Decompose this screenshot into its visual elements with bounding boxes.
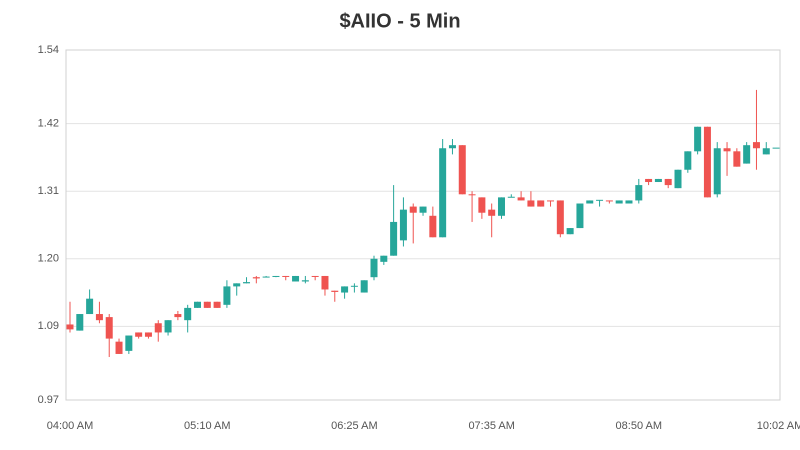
candle-body bbox=[76, 314, 84, 331]
candle-body bbox=[615, 200, 623, 204]
candle-body bbox=[537, 200, 545, 207]
candle-body bbox=[468, 194, 476, 196]
candle-body bbox=[625, 200, 633, 204]
x-tick-label: 08:50 AM bbox=[616, 420, 662, 432]
candle-body bbox=[350, 285, 358, 287]
candle-body bbox=[654, 178, 662, 183]
candle-body bbox=[86, 298, 94, 315]
candle-body bbox=[527, 200, 535, 207]
candle-body bbox=[311, 275, 319, 277]
candle-body bbox=[478, 197, 486, 213]
x-tick-label: 05:10 AM bbox=[184, 420, 230, 432]
candle-body bbox=[664, 178, 672, 186]
candle-body bbox=[399, 209, 407, 241]
candle-body bbox=[547, 200, 555, 202]
candle-body bbox=[507, 196, 515, 198]
candle-body bbox=[703, 126, 711, 198]
candle-body bbox=[409, 206, 417, 213]
candle-body bbox=[458, 145, 466, 195]
candle-body bbox=[713, 148, 721, 195]
candle-body bbox=[66, 324, 74, 330]
y-tick-label: 1.20 bbox=[38, 253, 59, 265]
candle-body bbox=[233, 283, 241, 287]
candle-body bbox=[605, 200, 613, 202]
candle-body bbox=[360, 280, 368, 293]
candle-body bbox=[341, 286, 349, 293]
candle-body bbox=[497, 197, 505, 216]
candle-body bbox=[635, 185, 643, 201]
y-tick-label: 1.42 bbox=[38, 118, 59, 130]
candle-body bbox=[125, 335, 133, 351]
candle-body bbox=[684, 151, 692, 170]
candle-body bbox=[95, 314, 103, 321]
candle-body bbox=[184, 307, 192, 321]
candle-body bbox=[135, 332, 143, 337]
candle-body bbox=[752, 142, 760, 149]
candle-body bbox=[243, 282, 251, 284]
plot-border bbox=[65, 49, 781, 401]
candle-body bbox=[517, 197, 525, 201]
candle-body bbox=[252, 277, 260, 279]
candle-body bbox=[213, 301, 221, 308]
candle-body bbox=[586, 200, 594, 204]
candle-body bbox=[576, 203, 584, 229]
candle-body bbox=[203, 301, 211, 308]
candle-body bbox=[439, 148, 447, 238]
x-tick-label: 07:35 AM bbox=[468, 420, 514, 432]
candle-body bbox=[262, 276, 270, 278]
candle-body bbox=[301, 280, 309, 282]
candle-body bbox=[193, 301, 201, 308]
candle-body bbox=[144, 332, 152, 337]
candle-body bbox=[419, 206, 427, 213]
candle-body bbox=[762, 148, 770, 155]
candle-body bbox=[174, 314, 182, 318]
candle-body bbox=[331, 290, 339, 292]
candle-body bbox=[566, 228, 574, 235]
candle-body bbox=[694, 126, 702, 152]
y-tick-label: 0.97 bbox=[38, 394, 59, 406]
candle-body bbox=[272, 275, 280, 277]
x-tick-label: 04:00 AM bbox=[47, 420, 93, 432]
candle-body bbox=[390, 221, 398, 256]
chart-title: $AIIO - 5 Min bbox=[339, 10, 460, 32]
candle-body bbox=[733, 151, 741, 167]
candle-body bbox=[115, 341, 123, 354]
candle-body bbox=[488, 209, 496, 216]
candle-body bbox=[154, 323, 162, 333]
candle-body bbox=[223, 286, 231, 305]
candle-body bbox=[105, 317, 113, 339]
candle-body bbox=[723, 148, 731, 152]
y-tick-label: 1.54 bbox=[38, 44, 59, 56]
candle-body bbox=[743, 145, 751, 164]
candle-body bbox=[772, 147, 780, 149]
candle-body bbox=[674, 169, 682, 189]
candle-body bbox=[596, 199, 604, 201]
y-tick-label: 1.31 bbox=[38, 185, 59, 197]
candle-body bbox=[380, 255, 388, 262]
candle-body bbox=[292, 275, 300, 282]
x-tick-label: 06:25 AM bbox=[331, 420, 377, 432]
candle-body bbox=[448, 145, 456, 149]
candle-body bbox=[282, 275, 290, 277]
x-tick-label: 10:02 AM bbox=[757, 420, 800, 432]
candle-body bbox=[645, 178, 653, 183]
candle-body bbox=[556, 200, 564, 235]
candle-body bbox=[370, 258, 378, 278]
candle-body bbox=[429, 215, 437, 238]
candle-body bbox=[164, 320, 172, 333]
y-tick-label: 1.09 bbox=[38, 320, 59, 332]
candle-body bbox=[321, 275, 329, 290]
